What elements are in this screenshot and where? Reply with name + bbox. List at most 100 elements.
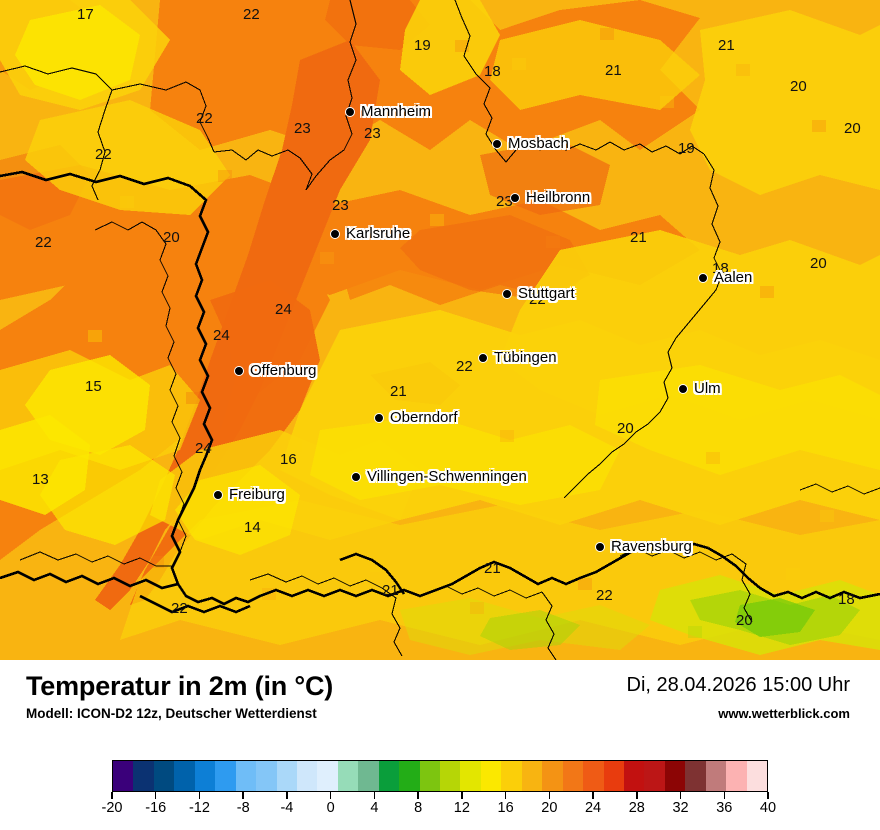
- isoline-label: 22: [243, 6, 260, 23]
- colorbar-swatch: [460, 761, 481, 791]
- colorbar-tick: [198, 792, 201, 799]
- isoline-label: 21: [382, 582, 399, 599]
- colorbar-tick: [548, 792, 551, 799]
- temperature-map[interactable]: 17 22 19 21 21 20 18 22 23 23 19 20 22 2…: [0, 0, 880, 660]
- city-marker-offenburg[interactable]: Offenburg: [234, 362, 316, 379]
- isoline-label: 20: [736, 612, 753, 629]
- city-marker-villingen-schwenningen[interactable]: Villingen-Schwenningen: [351, 468, 527, 485]
- isoline-label: 19: [414, 37, 431, 54]
- colorbar-tick: [417, 792, 419, 799]
- isoline-label: 24: [275, 301, 292, 318]
- isoline-label: 21: [484, 560, 501, 577]
- isoline-label: 22: [35, 234, 52, 251]
- city-marker-mosbach[interactable]: Mosbach: [492, 135, 569, 152]
- colorbar-swatch: [133, 761, 154, 791]
- city-dot-icon: [374, 412, 384, 423]
- model-subtitle: Modell: ICON-D2 12z, Deutscher Wetterdie…: [26, 706, 317, 722]
- city-marker-aalen[interactable]: Aalen: [698, 269, 752, 286]
- forecast-timestamp: Di, 28.04.2026 15:00 Uhr: [626, 674, 851, 696]
- colorbar-tick-label: -4: [280, 800, 294, 816]
- colorbar-swatch: [603, 761, 624, 791]
- isoline-label: 23: [364, 125, 381, 142]
- city-marker-heilbronn[interactable]: Heilbronn: [510, 189, 590, 206]
- meta-block: Di, 28.04.2026 15:00 Uhr www.wetterblick…: [627, 674, 851, 721]
- colorbar-swatch: [296, 761, 318, 791]
- colorbar-swatch: [705, 761, 727, 791]
- colorbar-tick-label: 16: [497, 800, 514, 816]
- colorbar-tick-label: 24: [584, 800, 602, 816]
- colorbar-swatch: [440, 761, 461, 791]
- colorbar-swatch: [256, 761, 277, 791]
- colorbar-swatch: [317, 761, 338, 791]
- city-dot-icon: [330, 228, 340, 239]
- colorbar-tick: [111, 792, 113, 799]
- isoline-label: 21: [605, 62, 622, 79]
- city-label: Mannheim: [361, 103, 432, 120]
- city-dot-icon: [213, 489, 223, 500]
- colorbar-tick-label: 0: [326, 800, 335, 816]
- colorbar-tick-label: -20: [101, 800, 123, 816]
- isoline-label: 20: [790, 78, 807, 95]
- page-title: Temperatur in 2m (in °C): [26, 671, 334, 701]
- city-dot-icon: [492, 138, 502, 149]
- city-label: Oberndorf: [390, 409, 458, 426]
- isoline-label: 23: [294, 120, 311, 137]
- isoline-label: 18: [484, 63, 501, 80]
- colorbar-tick-label: 32: [672, 800, 689, 816]
- footer: Temperatur in 2m (in °C) Modell: ICON-D2…: [0, 660, 880, 830]
- colorbar-tick-label: 12: [453, 800, 470, 816]
- map-raster: [0, 0, 880, 660]
- city-marker-mannheim[interactable]: Mannheim: [345, 103, 431, 120]
- colorbar-swatch: [726, 761, 747, 791]
- isoline-label: 22: [196, 110, 213, 127]
- isoline-label: 18: [838, 591, 855, 608]
- isoline-label: 24: [213, 327, 230, 344]
- colorbar-tick: [461, 792, 463, 799]
- colorbar-swatch: [399, 761, 420, 791]
- colorbar-swatch: [583, 761, 604, 791]
- colorbar-swatch: [480, 761, 502, 791]
- city-marker-oberndorf[interactable]: Oberndorf: [374, 409, 458, 426]
- isoline-label: 22: [596, 587, 613, 604]
- colorbar-tick-label: -16: [145, 800, 167, 816]
- city-marker-freiburg[interactable]: Freiburg: [213, 486, 285, 503]
- colorbar-swatch: [746, 761, 767, 791]
- isoline-label: 24: [195, 440, 212, 457]
- city-label: Freiburg: [229, 486, 285, 503]
- colorbar-tick-label: 4: [370, 800, 379, 816]
- colorbar-swatch: [562, 761, 584, 791]
- colorbar-swatch: [542, 761, 563, 791]
- isoline-label: 22: [95, 146, 112, 163]
- city-label: Stuttgart: [518, 285, 575, 302]
- city-label: Ravensburg: [611, 538, 692, 555]
- isoline-label: 14: [244, 519, 261, 536]
- isoline-label: 20: [844, 120, 861, 137]
- colorbar-swatch: [276, 761, 297, 791]
- isoline-label: 18: [712, 260, 729, 277]
- colorbar-tick-label: 20: [541, 800, 558, 816]
- city-marker-stuttgart[interactable]: Stuttgart: [502, 285, 575, 302]
- isoline-label: 21: [718, 37, 735, 54]
- colorbar-swatch: [337, 761, 359, 791]
- colorbar-swatch: [501, 761, 522, 791]
- city-marker-ravensburg[interactable]: Ravensburg: [595, 538, 692, 555]
- temperature-colorbar[interactable]: -20 -16 -12 -8 -4 0 4 8 12 16 20 24 28 32 36 40: [102, 760, 776, 820]
- city-dot-icon: [345, 106, 355, 117]
- colorbar-tick: [286, 792, 288, 799]
- colorbar-tick: [373, 792, 376, 799]
- colorbar-tick: [679, 792, 682, 799]
- isoline-label: 20: [617, 420, 634, 437]
- city-marker-karlsruhe[interactable]: Karlsruhe: [330, 225, 410, 242]
- colorbar-tick-label: 8: [414, 800, 423, 816]
- city-marker-ulm[interactable]: Ulm: [678, 380, 721, 397]
- isoline-label: 13: [32, 471, 49, 488]
- colorbar-tick-label: 28: [628, 800, 645, 816]
- city-marker-tuebingen[interactable]: Tübingen: [478, 349, 557, 366]
- colorbar-swatches[interactable]: [112, 760, 768, 792]
- colorbar-swatch: [419, 761, 440, 791]
- isoline-label: 19: [678, 140, 695, 157]
- colorbar-tick: [723, 792, 726, 799]
- colorbar-swatch: [664, 761, 686, 791]
- colorbar-swatch: [623, 761, 645, 791]
